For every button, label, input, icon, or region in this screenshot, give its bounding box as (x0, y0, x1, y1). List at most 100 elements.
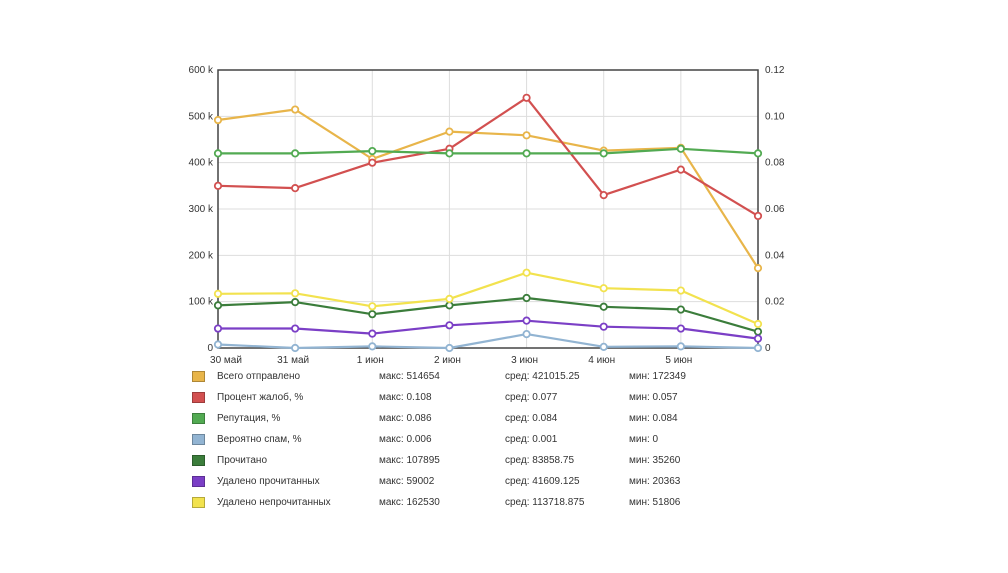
legend-min: мин: 51806 (629, 497, 681, 508)
legend-series-name: Прочитано (217, 455, 267, 466)
data-point (753, 334, 763, 343)
y-left-tick-label: 0 (207, 343, 213, 354)
data-point (445, 343, 454, 353)
legend-max: макс: 0.108 (379, 392, 432, 403)
data-point (599, 342, 608, 351)
x-tick-label: 5 июн (665, 355, 692, 366)
data-point (368, 302, 377, 311)
y-right-tick-label: 0 (765, 343, 771, 354)
legend-min: мин: 0.057 (629, 392, 678, 403)
x-tick-label: 3 июн (511, 355, 538, 366)
legend-swatch (192, 413, 205, 424)
data-point (522, 93, 531, 102)
legend-item: Удалено непрочитанных макс: 162530 сред: 1… (192, 492, 812, 513)
data-point (291, 298, 300, 307)
data-point (753, 319, 763, 329)
data-point (445, 127, 454, 136)
data-point (522, 131, 531, 140)
data-point (599, 149, 608, 158)
legend-series-name: Всего отправлено (217, 371, 301, 382)
plot-frame (217, 69, 759, 349)
legend-swatch (192, 371, 205, 382)
legend-max: макс: 162530 (379, 497, 440, 508)
data-point (676, 165, 685, 174)
legend-item: Удалено прочитанных макс: 59002 сред: 4160… (192, 471, 812, 492)
y-left-tick-label: 100 k (189, 297, 214, 308)
legend-max: макс: 514654 (379, 371, 440, 382)
data-point (599, 322, 608, 331)
legend-min: мин: 0.084 (629, 413, 678, 424)
x-tick-label: 30 май (210, 355, 242, 366)
legend-item: Прочитано макс: 107895 сред: 83858.75 мин: … (192, 450, 812, 471)
data-point (753, 264, 763, 273)
data-point (368, 329, 377, 338)
y-right-tick-label: 0.12 (765, 65, 785, 76)
legend-swatch (192, 392, 205, 403)
data-point (599, 284, 608, 293)
x-tick-label: 31 май (277, 355, 309, 366)
data-point (291, 184, 300, 193)
y-right-tick-label: 0.02 (765, 297, 785, 308)
y-left-tick-label: 600 k (189, 65, 214, 76)
data-point (368, 158, 377, 167)
data-point (213, 149, 223, 158)
legend-min: мин: 35260 (629, 455, 681, 466)
data-point (599, 302, 608, 311)
data-point (676, 286, 685, 295)
x-tick-label: 1 июн (357, 355, 384, 366)
legend-swatch (192, 497, 205, 508)
series-line (217, 296, 759, 333)
data-point (291, 149, 300, 158)
data-point (445, 321, 454, 330)
y-right-tick-label: 0.06 (765, 204, 785, 215)
legend-avg: сред: 421015.25 (505, 371, 580, 382)
y-right-tick-label: 0.10 (765, 111, 785, 122)
series-line (217, 96, 759, 217)
data-point (445, 301, 454, 310)
legend-swatch (192, 455, 205, 466)
data-point (676, 324, 685, 333)
data-point (291, 343, 300, 353)
y-left-tick-label: 400 k (189, 158, 214, 169)
data-point (213, 181, 223, 190)
data-point (522, 268, 531, 277)
data-point (445, 294, 454, 303)
data-point (291, 289, 300, 298)
data-point (522, 329, 531, 339)
legend-swatch (192, 434, 205, 445)
data-point (522, 293, 531, 303)
data-point (368, 146, 377, 156)
legend-item: Всего отправлено макс: 514654 сред: 421015… (192, 366, 812, 387)
data-point (368, 342, 377, 351)
legend-avg: сред: 83858.75 (505, 455, 575, 466)
legend-series-name: Вероятно спам, % (217, 434, 302, 445)
data-point (522, 149, 531, 158)
legend-swatch (192, 476, 205, 487)
data-point (213, 340, 223, 349)
data-point (213, 324, 223, 333)
data-point (753, 327, 763, 336)
legend: Всего отправлено макс: 514654 сред: 421015… (192, 366, 812, 513)
y-left-tick-label: 200 k (189, 250, 214, 261)
legend-series-name: Удалено прочитанных (217, 476, 320, 487)
y-left-tick-label: 500 k (189, 111, 214, 122)
data-point (291, 324, 300, 333)
series-line (218, 147, 759, 155)
legend-series-name: Репутация, % (217, 413, 281, 424)
y-left-tick-label: 300 k (189, 204, 214, 215)
series-line (217, 271, 759, 326)
legend-item: Вероятно спам, % макс: 0.006 сред: 0.001 ми… (192, 429, 812, 450)
legend-avg: сред: 113718.875 (505, 497, 585, 508)
series-line (217, 333, 759, 350)
x-tick-label: 4 июн (588, 355, 615, 366)
data-point (753, 211, 763, 221)
legend-series-name: Процент жалоб, % (217, 392, 304, 403)
legend-item: Репутация, % макс: 0.086 сред: 0.084 мин: 0… (192, 408, 812, 429)
legend-min: мин: 20363 (629, 476, 681, 487)
legend-avg: сред: 0.001 (505, 434, 558, 445)
data-point (753, 149, 763, 158)
legend-min: мин: 172349 (629, 371, 686, 382)
data-point (213, 301, 223, 310)
y-right-tick-label: 0.08 (765, 158, 785, 169)
legend-max: макс: 107895 (379, 455, 440, 466)
